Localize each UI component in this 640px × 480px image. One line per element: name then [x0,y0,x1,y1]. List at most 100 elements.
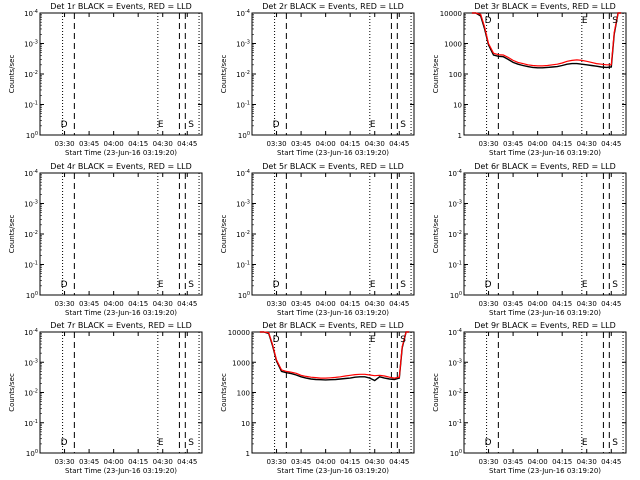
marker-s: S [400,335,406,345]
x-tick-label: 04:15 [128,300,148,308]
marker-s: S [400,120,406,130]
y-tick-label: 100 [26,449,38,458]
x-tick-label: 04:45 [389,140,409,148]
plot-frame [39,331,203,454]
x-tick-label: 04:30 [365,140,385,148]
y-tick-label: 10-4 [24,9,38,18]
y-tick-label: 10-1 [24,101,38,110]
x-tick-label: 03:45 [503,140,523,148]
marker-d: D [273,280,280,290]
x-tick-label: 03:30 [478,140,498,148]
marker-e: E [582,438,588,448]
detector-panel-9: Det 9r BLACK = Events, RED = LLD 100 10-1 1… [432,321,627,475]
x-tick-label: 04:45 [601,140,621,148]
x-tick-label: 03:45 [291,140,311,148]
y-tick-label: 100 [450,449,462,458]
events-series-line [259,331,410,382]
x-tick-label: 03:30 [54,458,74,466]
marker-s: S [612,438,618,448]
y-axis-label: Counts/sec [8,373,16,412]
marker-d: D [61,120,68,130]
x-tick-label: 04:00 [316,458,336,466]
x-tick-label: 03:45 [291,458,311,466]
x-tick-label: 04:15 [340,300,360,308]
x-tick-label: 04:30 [153,300,173,308]
y-tick-label: 10-3 [236,40,250,49]
panel-title: Det 4r BLACK = Events, RED = LLD [50,162,192,171]
y-tick-label: 10-2 [24,389,38,398]
marker-e: E [158,120,164,130]
x-tick-label: 04:00 [528,300,548,308]
marker-e: E [370,335,376,345]
x-tick-label: 04:45 [389,300,409,308]
x-tick-label: 04:00 [528,140,548,148]
panel-title: Det 1r BLACK = Events, RED = LLD [50,2,192,11]
x-tick-label: 03:45 [79,300,99,308]
y-tick-label: 10-4 [24,328,38,337]
marker-e: E [582,16,588,26]
marker-s: S [188,120,194,130]
y-tick-label: 100 [238,291,250,300]
marker-d: D [61,280,68,290]
x-tick-label: 03:30 [266,140,286,148]
x-tick-label: 03:30 [54,300,74,308]
y-tick-label: 10 [241,420,250,428]
x-axis-label: Start Time (23-Jun-16 03:19:20) [489,149,601,157]
x-axis-label: Start Time (23-Jun-16 03:19:20) [489,467,601,475]
y-axis-label: Counts/sec [220,373,228,412]
x-axis-label: Start Time (23-Jun-16 03:19:20) [277,309,389,317]
x-tick-label: 04:45 [177,458,197,466]
y-tick-label: 10-2 [236,230,250,239]
panel-title: Det 2r BLACK = Events, RED = LLD [262,2,404,11]
x-tick-label: 04:45 [389,458,409,466]
plot-frame [463,12,627,136]
y-tick-label: 100 [450,291,462,300]
marker-s: S [612,16,618,26]
y-tick-label: 10-4 [236,169,250,178]
y-tick-label: 10-3 [448,358,462,367]
x-tick-label: 04:00 [316,140,336,148]
x-axis-label: Start Time (23-Jun-16 03:19:20) [277,149,389,157]
detector-panel-7: Det 7r BLACK = Events, RED = LLD 100 10-1 1… [8,321,203,475]
y-tick-label: 1 [246,450,250,458]
x-tick-label: 03:45 [503,300,523,308]
y-tick-label: 100 [449,71,462,79]
x-tick-label: 04:00 [104,300,124,308]
x-tick-label: 03:30 [54,140,74,148]
x-tick-label: 04:30 [577,300,597,308]
y-tick-label: 10-1 [448,261,462,270]
y-tick-label: 10-1 [236,101,250,110]
x-tick-label: 04:30 [153,458,173,466]
marker-e: E [582,280,588,290]
x-tick-label: 03:30 [478,300,498,308]
x-tick-label: 04:30 [365,458,385,466]
x-tick-label: 04:45 [177,140,197,148]
x-axis-label: Start Time (23-Jun-16 03:19:20) [65,467,177,475]
plot-frame [251,12,415,136]
marker-d: D [485,438,492,448]
lld-series-line [259,331,410,379]
x-tick-label: 04:15 [340,140,360,148]
marker-e: E [158,280,164,290]
y-tick-label: 10-2 [448,230,462,239]
plot-frame [251,331,415,454]
y-tick-label: 1000 [444,41,462,49]
marker-d: D [485,16,492,26]
x-tick-label: 04:30 [153,140,173,148]
y-tick-label: 10-3 [24,200,38,209]
panel-title: Det 7r BLACK = Events, RED = LLD [50,321,192,330]
marker-s: S [400,280,406,290]
marker-s: S [612,280,618,290]
marker-s: S [188,438,194,448]
x-tick-label: 04:00 [104,458,124,466]
detector-panel-6: Det 6r BLACK = Events, RED = LLD 100 10-1 1… [432,162,627,317]
x-tick-label: 04:15 [128,458,148,466]
marker-e: E [370,280,376,290]
marker-s: S [188,280,194,290]
y-tick-label: 100 [26,131,38,140]
x-tick-label: 03:30 [478,458,498,466]
y-tick-label: 10-4 [236,9,250,18]
x-tick-label: 04:30 [577,458,597,466]
detector-panel-5: Det 5r BLACK = Events, RED = LLD 100 10-1 1… [220,162,415,317]
